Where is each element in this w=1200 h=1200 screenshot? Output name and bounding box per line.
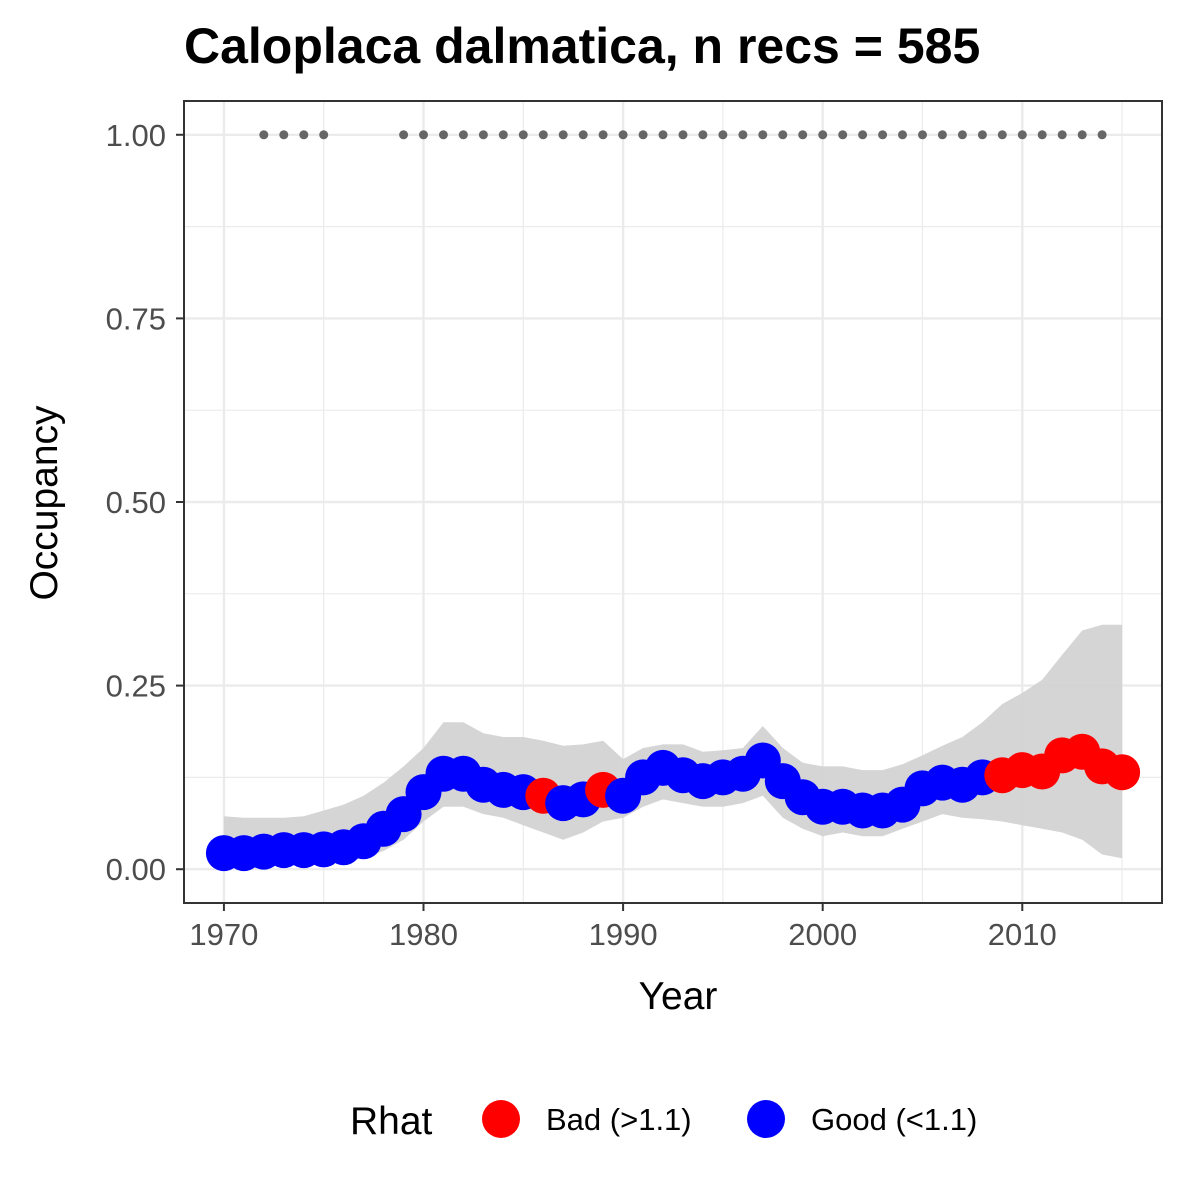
occupancy-point-2015-bad [1104, 754, 1141, 791]
record-dot-1972 [259, 130, 269, 140]
x-tick-label: 1990 [589, 917, 658, 952]
record-dot-1985 [518, 130, 528, 140]
record-dot-1990 [618, 130, 628, 140]
record-dot-2005 [918, 130, 927, 140]
record-dot-1994 [698, 130, 708, 140]
record-dot-1982 [458, 130, 468, 140]
record-dot-2008 [977, 130, 987, 140]
record-dot-1996 [738, 130, 748, 140]
record-dot-1981 [439, 130, 448, 140]
record-dot-2002 [858, 130, 868, 140]
record-dot-2012 [1057, 130, 1067, 140]
chart-title: Caloplaca dalmatica, n recs = 585 [184, 18, 980, 74]
y-tick-label: 0.25 [106, 669, 166, 704]
record-dot-1992 [658, 130, 668, 140]
x-axis-title: Year [639, 975, 718, 1018]
record-dot-1987 [558, 130, 568, 140]
occupancy-points-layer [205, 733, 1141, 872]
axes: 1970 1980 1990 2000 2010 0.00 0.25 0.50 0.75 1.00 [106, 118, 1057, 952]
record-dot-1993 [678, 130, 688, 140]
record-dot-1995 [718, 130, 728, 140]
record-dot-1974 [299, 130, 309, 140]
record-dot-2009 [997, 130, 1007, 140]
record-dot-2006 [937, 130, 947, 140]
legend: Rhat Bad (>1.1) Good (<1.1) [350, 1100, 977, 1143]
record-dot-1983 [478, 130, 488, 140]
record-dot-2014 [1097, 130, 1107, 140]
y-tick-label: 0.75 [106, 301, 166, 336]
record-dot-1986 [538, 130, 548, 140]
record-years-layer [259, 130, 1107, 140]
record-dot-2001 [838, 130, 848, 140]
record-dot-2011 [1037, 130, 1047, 140]
record-dot-1997 [758, 130, 768, 140]
record-dot-1984 [498, 130, 508, 140]
record-dot-2013 [1077, 130, 1087, 140]
record-dot-1998 [778, 130, 788, 140]
record-dot-1999 [798, 130, 808, 140]
legend-swatch-good [747, 1100, 785, 1138]
y-axis-title: Occupancy [23, 405, 66, 601]
x-tick-label: 2000 [788, 917, 857, 952]
record-dot-2004 [898, 130, 907, 140]
record-dot-2010 [1017, 130, 1027, 140]
legend-swatch-bad [482, 1100, 520, 1138]
record-dot-2007 [957, 130, 967, 140]
legend-title: Rhat [350, 1100, 433, 1143]
x-tick-label: 1980 [389, 917, 458, 952]
legend-label-bad: Bad (>1.1) [546, 1102, 692, 1137]
legend-label-good: Good (<1.1) [811, 1102, 977, 1137]
y-tick-label: 0.00 [106, 852, 166, 887]
record-dot-1991 [638, 130, 648, 140]
record-dot-2003 [878, 130, 888, 140]
x-tick-label: 2010 [988, 917, 1057, 952]
record-dot-1975 [319, 130, 329, 140]
record-dot-1973 [279, 130, 289, 140]
record-dot-1988 [578, 130, 588, 140]
record-dot-2000 [818, 130, 828, 140]
y-tick-label: 0.50 [106, 485, 166, 520]
record-dot-1979 [399, 130, 409, 140]
record-dot-1980 [419, 130, 428, 140]
x-tick-label: 1970 [189, 917, 258, 952]
record-dot-1989 [598, 130, 608, 140]
y-tick-label: 1.00 [106, 118, 166, 153]
